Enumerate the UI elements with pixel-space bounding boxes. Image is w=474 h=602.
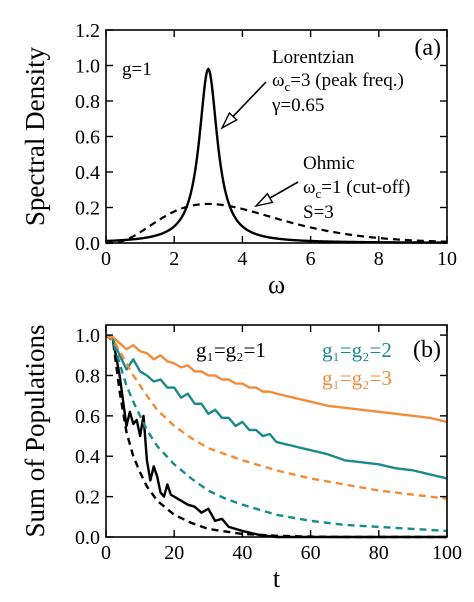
panel-a-y-tick-label: 0.4 — [75, 162, 100, 184]
panel-b-frame — [105, 324, 448, 538]
lorentzian-title: Lorentzian — [272, 47, 355, 68]
population-curve-g1-g2-3-solid — [105, 333, 448, 424]
panel-a-y-tick-label: 0.2 — [75, 198, 100, 220]
panel-b-x-tick-label: 40 — [232, 542, 252, 564]
panel-b-y-tick-label: 0.6 — [75, 406, 100, 428]
panel-b-y-tick-label: 0.0 — [75, 527, 100, 549]
panel-a-x-tick-label: 2 — [169, 248, 179, 270]
series-label-g1: g₁=g₂=1 — [196, 338, 266, 362]
lorentzian-peak-freq: ωc=3 (peak freq.) — [272, 70, 404, 94]
panel-a-y-tick-label: 0.0 — [75, 233, 100, 255]
panel-b-populations: 0 20 40 60 80 100 0.0 0.2 0.4 0.6 0.8 1.0 Sum of Po… — [20, 324, 462, 593]
ohmic-title: Ohmic — [303, 153, 355, 174]
population-curve-g1-g2-1-solid — [105, 334, 447, 539]
ohmic-cutoff: ωc=1 (cut-off) — [303, 177, 410, 201]
panel-a-x-tick-label: 6 — [306, 248, 316, 270]
panel-b-x-tick-label: 80 — [369, 542, 389, 564]
panel-a-y-tick-label: 0.8 — [75, 91, 100, 113]
panel-b-y-tick-label: 0.8 — [75, 365, 100, 387]
panel-b-x-tick-label: 100 — [432, 542, 462, 564]
panel-a-label: (a) — [414, 35, 441, 61]
panel-b-x-axis-label: t — [273, 564, 281, 593]
ohmic-annotation: Ohmic ωc=1 (cut-off) S=3 — [303, 153, 410, 223]
panel-b-curves — [105, 333, 448, 539]
panel-b-ticks: 0 20 40 60 80 100 0.0 0.2 0.4 0.6 0.8 1.0 — [75, 325, 462, 564]
panel-a-y-tick-label: 1.2 — [75, 20, 100, 42]
lorentzian-gamma: γ=0.65 — [271, 95, 324, 116]
panel-a-x-axis-label: ω — [268, 270, 285, 299]
panel-b-x-tick-label: 60 — [301, 542, 321, 564]
panel-a-coupling-annotation: g=1 — [122, 59, 152, 80]
population-curve-g1-g2-2-solid — [105, 334, 448, 480]
panel-a-x-tick-label: 8 — [374, 248, 384, 270]
panel-a-x-tick-label: 10 — [437, 248, 457, 270]
panel-b-x-tick-label: 20 — [164, 542, 184, 564]
series-label-g2: g₁=g₂=2 — [322, 338, 392, 362]
panel-a-arrows — [220, 81, 299, 208]
ohmic-curve — [106, 202, 448, 245]
population-curve-g1-g2-2-dashed — [105, 334, 448, 533]
lorentzian-arrow — [220, 81, 267, 130]
ohmic-arrow — [253, 181, 299, 208]
series-label-g3: g₁=g₂=3 — [322, 366, 392, 390]
panel-a-frame — [105, 29, 448, 244]
panel-b-label: (b) — [413, 337, 441, 363]
panel-b-x-tick-label: 0 — [101, 542, 111, 564]
panel-b-y-axis-label: Sum of Populations — [20, 324, 50, 537]
panel-a-y-tick-label: 1.0 — [75, 56, 100, 78]
panel-b-y-tick-label: 0.2 — [75, 487, 100, 509]
lorentzian-annotation: Lorentzian ωc=3 (peak freq.) γ=0.65 — [271, 47, 404, 116]
panel-b-y-tick-label: 0.4 — [75, 446, 100, 468]
panel-a-x-tick-label: 0 — [101, 248, 111, 270]
population-curve-g1-g2-1-dashed — [105, 334, 447, 539]
panel-b-y-tick-label: 1.0 — [75, 325, 100, 347]
panel-a-y-axis-label: Spectral Density — [20, 46, 50, 226]
ohmic-exponent: S=3 — [303, 202, 334, 223]
panel-a-x-tick-label: 4 — [237, 248, 247, 270]
panel-a-spectral-density: 0 2 4 6 8 10 0.0 0.2 0.4 0.6 0.8 1.0 1.2 Spectral De… — [20, 20, 457, 299]
panel-a-y-tick-label: 0.6 — [75, 127, 100, 149]
panel-a-ticks: 0 2 4 6 8 10 0.0 0.2 0.4 0.6 0.8 1.0 1.2 — [75, 20, 457, 270]
population-curve-g1-g2-3-dashed — [105, 334, 448, 500]
